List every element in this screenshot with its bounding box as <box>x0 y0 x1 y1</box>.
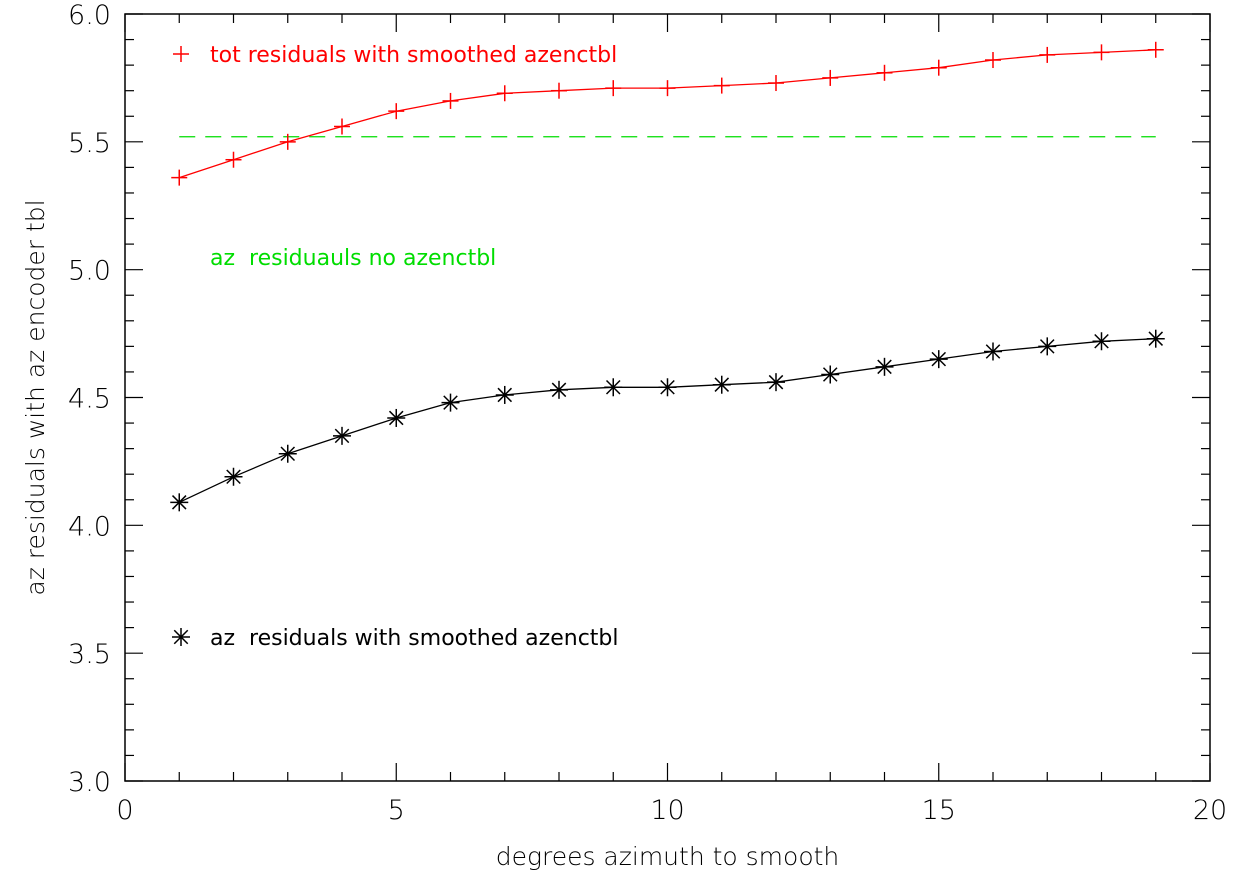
series-0-point <box>768 75 784 92</box>
asterisk-marker <box>280 446 296 462</box>
legend-label: az residuals with smoothed azenctbl <box>210 626 619 651</box>
y-tick-label: 4.5 <box>68 384 111 415</box>
axes-group <box>124 13 1211 782</box>
legend-asterisk-icon <box>173 629 189 645</box>
asterisk-marker <box>171 495 187 510</box>
y-tick-label: 5.0 <box>68 256 111 287</box>
series-group <box>170 41 1165 512</box>
asterisk-marker <box>877 359 892 375</box>
asterisk-marker <box>822 367 838 382</box>
series-1-point <box>170 493 189 512</box>
x-tick-label: 10 <box>650 795 684 826</box>
series-1-point <box>929 350 948 369</box>
series-1-point <box>495 385 514 404</box>
asterisk-marker <box>985 344 1001 359</box>
series-1-point <box>604 378 623 397</box>
series-line-0 <box>179 49 1156 179</box>
series-0-point <box>930 59 947 76</box>
series-0-point <box>822 69 839 86</box>
x-tick-label: 5 <box>388 795 405 826</box>
series-line-1 <box>179 338 1156 503</box>
ticks-group <box>124 13 1211 782</box>
asterisk-marker <box>1148 331 1164 346</box>
series-0-point <box>1147 41 1164 58</box>
series-1-point <box>224 467 243 486</box>
series-1-point <box>278 444 297 463</box>
y-tick-label: 6.0 <box>68 0 111 31</box>
series-0-point <box>225 151 242 168</box>
x-tick-label: 15 <box>922 795 956 826</box>
tick-labels-group: 0 5 10 15 20 3.0 3.5 4.0 4.5 5.0 5.5 6.0 <box>68 0 1227 826</box>
series-1-point <box>1092 332 1111 351</box>
series-1-point <box>875 357 894 376</box>
legend-label: az residuauls no azenctbl <box>210 246 496 271</box>
y-tick-label: 3.5 <box>68 639 111 670</box>
series-0-point <box>388 103 405 120</box>
series-0-point <box>551 82 567 99</box>
series-0-point <box>985 52 1001 69</box>
series-1-point <box>984 342 1002 361</box>
legend-item: tot residuals with smoothed azenctbl <box>173 43 617 68</box>
y-tick-label: 5.5 <box>68 128 111 159</box>
asterisk-marker <box>931 351 947 367</box>
series-1-point <box>387 408 406 427</box>
asterisk-marker <box>1094 333 1109 349</box>
series-0-point <box>659 80 676 97</box>
series-0-point <box>496 85 513 102</box>
plot-frame <box>124 13 1211 782</box>
x-axis-title: degrees azimuth to smooth <box>496 842 840 871</box>
asterisk-marker <box>768 374 784 390</box>
x-tick-label: 20 <box>1193 795 1227 826</box>
asterisk-marker <box>605 379 621 395</box>
series-0-point <box>334 118 350 135</box>
x-tick-label: 0 <box>116 795 133 826</box>
legend-label: tot residuals with smoothed azenctbl <box>210 43 617 68</box>
asterisk-marker <box>226 469 241 485</box>
asterisk-marker <box>660 379 675 395</box>
series-0-point <box>442 92 459 109</box>
series-1-point <box>658 378 677 397</box>
series-1-point <box>1038 337 1057 356</box>
legend-item: az residuauls no azenctbl <box>210 246 496 271</box>
y-tick-label: 4.0 <box>68 511 111 542</box>
series-1-point <box>767 373 785 392</box>
series-0-point <box>1093 44 1110 61</box>
legend-item: az residuals with smoothed azenctbl <box>172 626 619 651</box>
asterisk-marker <box>714 377 730 392</box>
y-tick-label: 3.0 <box>68 767 111 798</box>
series-0-point <box>171 169 188 186</box>
series-1-point <box>821 365 840 384</box>
asterisk-marker <box>497 387 513 403</box>
series-1-point <box>712 375 731 394</box>
series-1-point <box>333 426 351 445</box>
series-0-point <box>1039 46 1056 63</box>
asterisk-marker <box>1039 339 1055 354</box>
y-axis-title: az residuals with az encoder tbl <box>21 199 50 595</box>
asterisk-marker <box>388 410 404 426</box>
asterisk-marker <box>443 395 458 410</box>
series-1-point <box>441 393 460 412</box>
legend-group: tot residuals with smoothed azenctbl az r… <box>172 43 619 651</box>
series-1-point <box>550 380 568 399</box>
series-1-point <box>1146 329 1165 348</box>
series-0-point <box>876 64 893 81</box>
asterisk-marker <box>334 428 350 444</box>
asterisk-marker <box>551 382 567 398</box>
series-0-point <box>605 80 622 97</box>
series-0-point <box>713 77 730 94</box>
series-0-point <box>279 133 296 150</box>
